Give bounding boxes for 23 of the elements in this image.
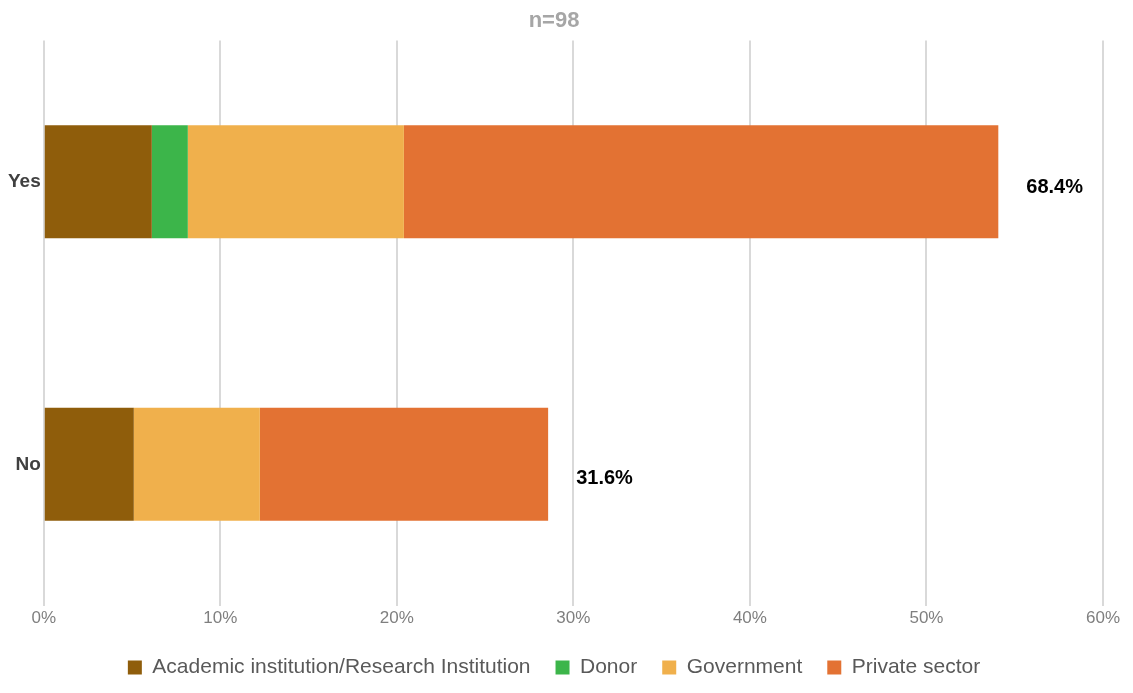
x-tick-label: 60% [1085, 608, 1121, 628]
legend-label: Academic institution/Research Institution [152, 654, 531, 678]
x-tick-label: 0% [31, 608, 57, 628]
legend-label: Government [686, 654, 803, 678]
annotation: 68.4% [1026, 175, 1084, 198]
chart-title: n=98 [528, 7, 580, 33]
x-tick-label: 40% [732, 608, 767, 628]
bar [151, 125, 188, 239]
bar [259, 407, 549, 521]
x-tick-label: 30% [556, 608, 591, 628]
bar [187, 125, 404, 239]
x-tick-label: 10% [203, 608, 238, 628]
bar [44, 125, 152, 239]
y-tick-label: No [15, 452, 41, 474]
bar [44, 407, 134, 521]
annotation: 31.6% [576, 465, 634, 488]
x-tick-label: 20% [379, 608, 414, 628]
bar [133, 407, 260, 521]
legend-label: Donor [580, 654, 638, 678]
x-tick-label: 50% [909, 608, 944, 628]
y-tick-label: Yes [7, 169, 41, 191]
legend-label: Private sector [851, 654, 981, 678]
bar [403, 125, 999, 239]
